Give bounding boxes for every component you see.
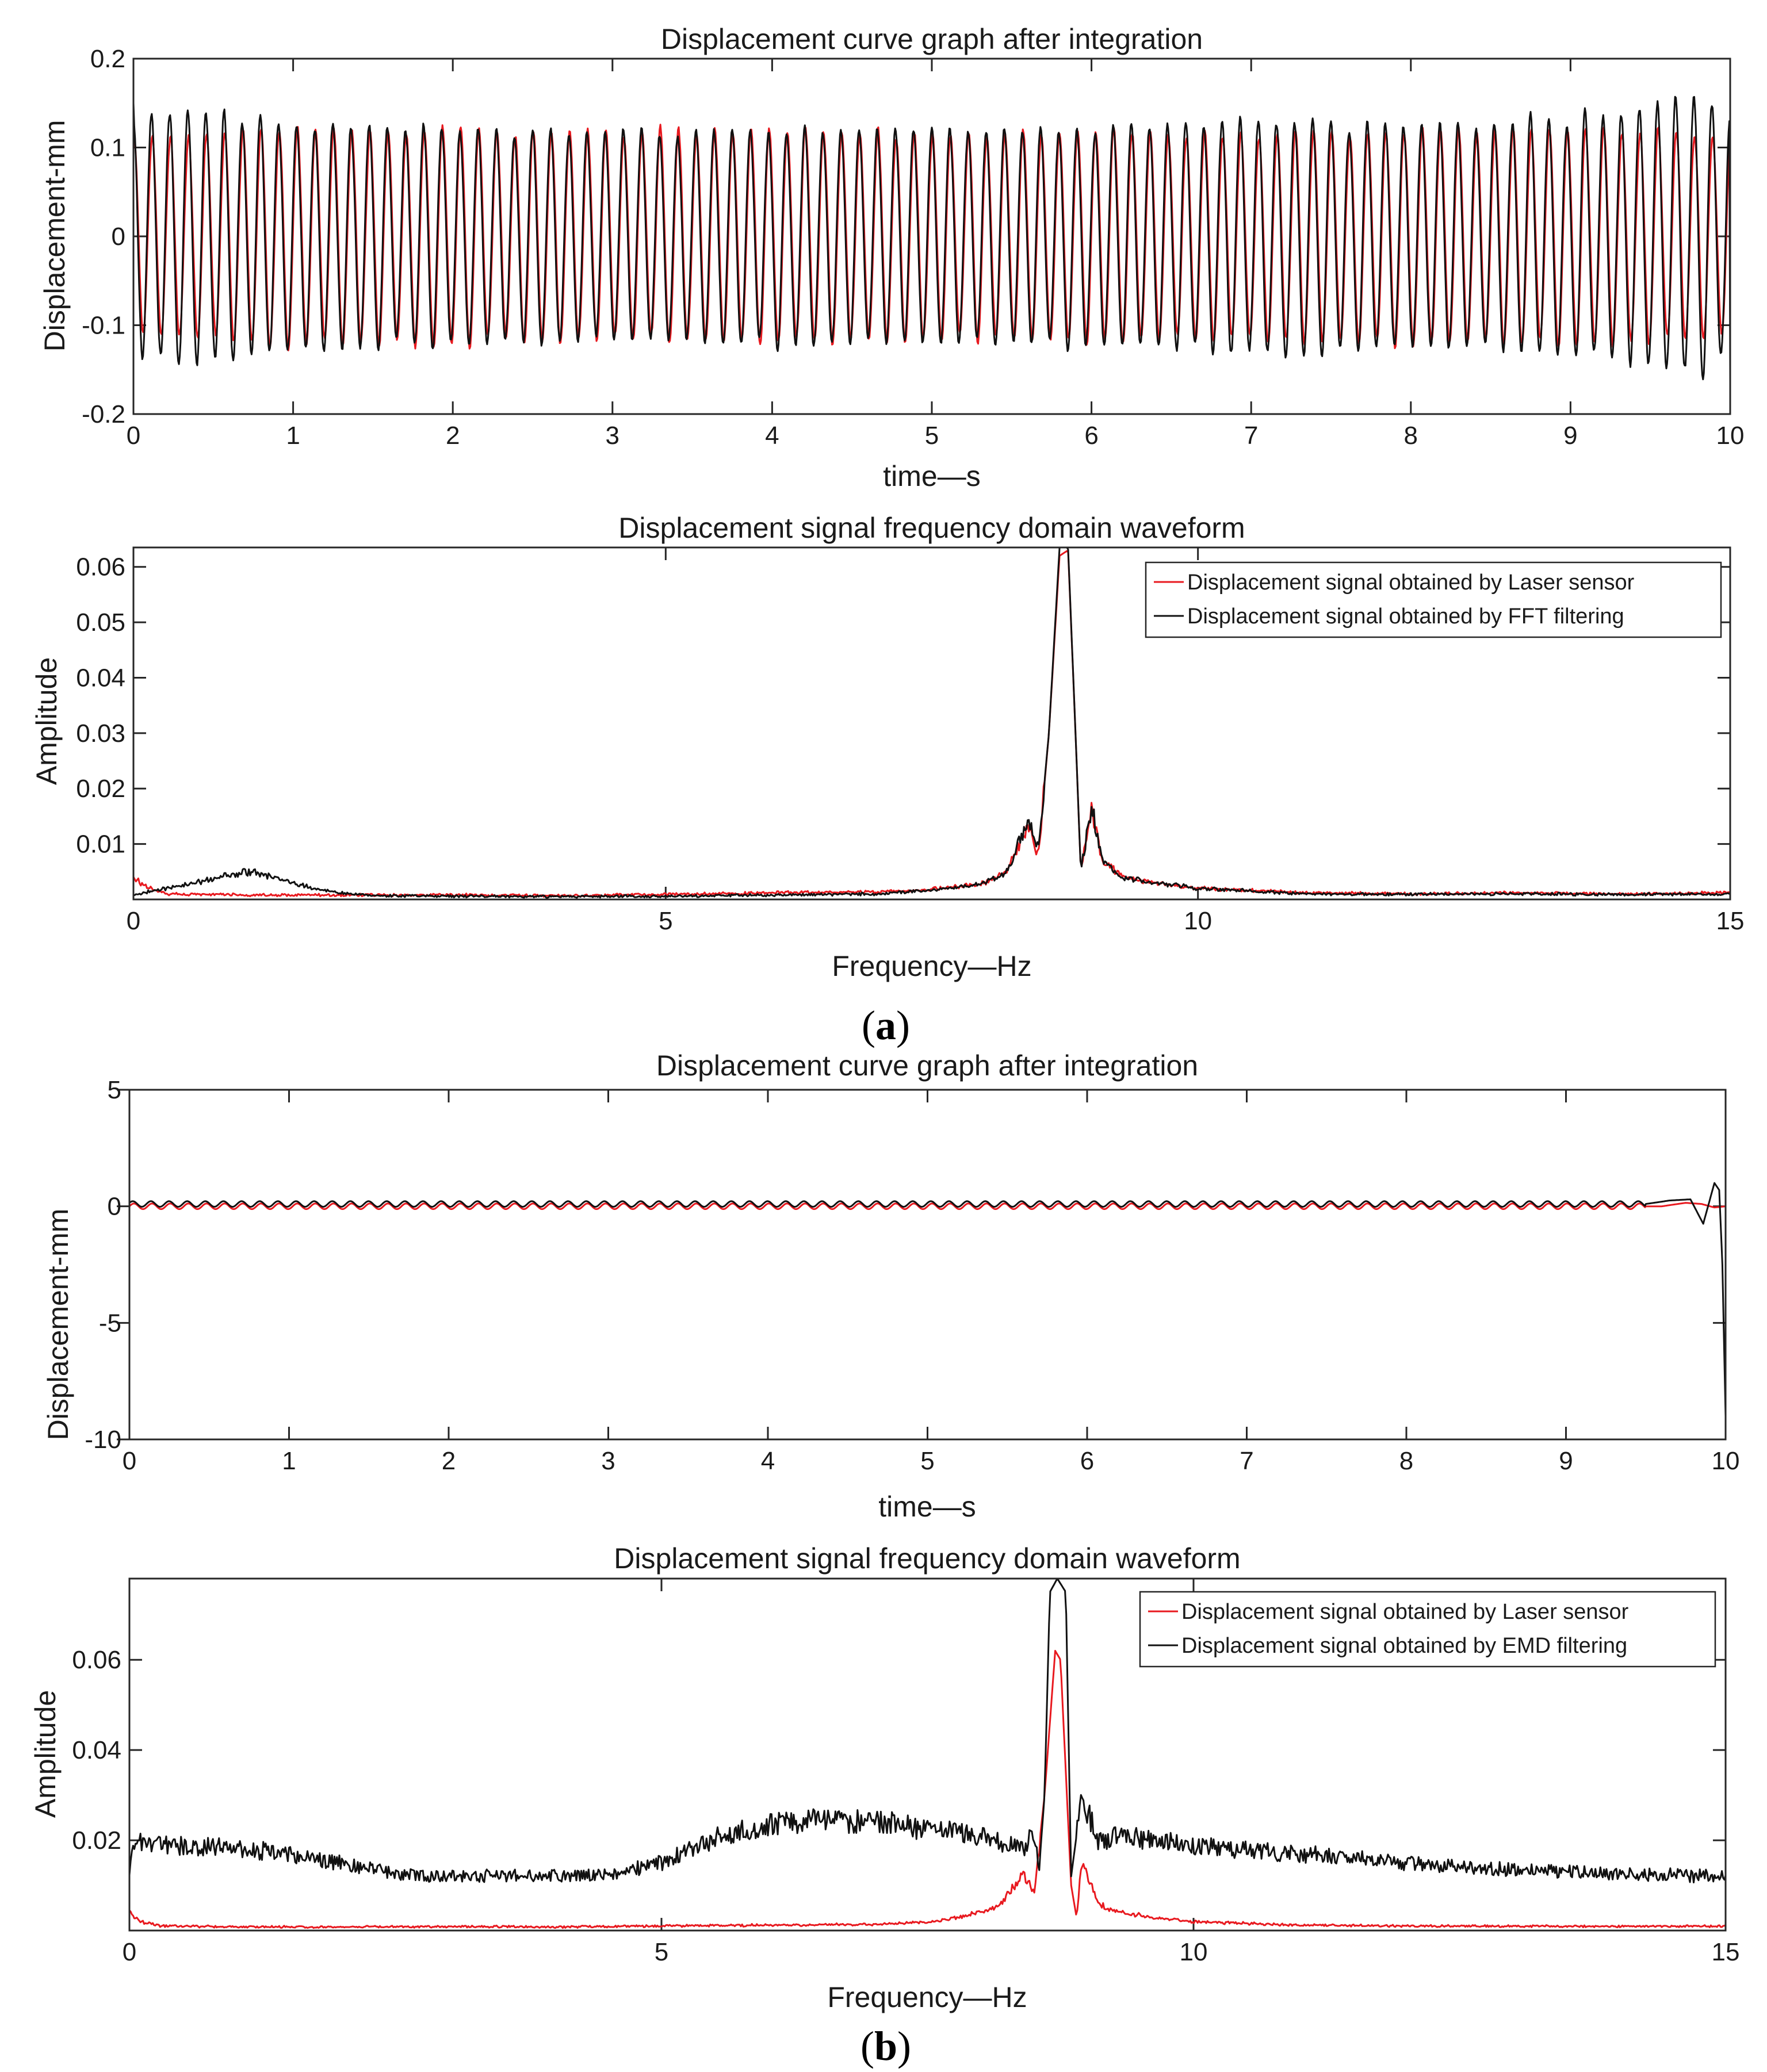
x-tick-label: 10 xyxy=(1716,422,1745,450)
legend-box xyxy=(1139,1591,1716,1668)
y-tick-label: 5 xyxy=(108,1076,121,1104)
x-tick-label: 0 xyxy=(123,1447,136,1475)
caption-b: (b) xyxy=(860,2023,911,2069)
chart-b-frequency: Displacement signal frequency domain wav… xyxy=(29,1542,1739,2013)
axes-frame xyxy=(132,546,1731,901)
x-tick-label: 15 xyxy=(1716,907,1745,935)
legend: Displacement signal obtained by Laser se… xyxy=(1139,1591,1716,1668)
x-axis-label: Frequency—Hz xyxy=(832,950,1031,982)
y-tick-label: 0.02 xyxy=(76,775,125,803)
chart-a-time: Displacement curve graph after integrati… xyxy=(39,23,1744,492)
legend-label-filtered: Displacement signal obtained by FFT filt… xyxy=(1187,604,1624,629)
series-line-black xyxy=(129,1579,1726,1883)
x-tick-label: 7 xyxy=(1244,422,1258,450)
x-tick-label: 6 xyxy=(1084,422,1098,450)
x-axis-label: time—s xyxy=(883,460,980,492)
x-tick-label: 10 xyxy=(1180,1938,1208,1966)
y-tick-label: 0 xyxy=(108,1193,121,1221)
series-group xyxy=(133,547,1730,899)
y-tick-label: 0.04 xyxy=(72,1736,121,1764)
chart-title: Displacement signal frequency domain wav… xyxy=(614,1542,1240,1575)
x-tick-label: 15 xyxy=(1712,1938,1740,1966)
x-tick-label: 3 xyxy=(601,1447,615,1475)
series-group xyxy=(133,95,1730,383)
chart-title: Displacement signal frequency domain wav… xyxy=(618,512,1245,544)
chart-a-frequency: Displacement signal frequency domain wav… xyxy=(30,512,1744,982)
legend-label-laser: Displacement signal obtained by Laser se… xyxy=(1187,570,1635,595)
x-tick-label: 0 xyxy=(123,1938,136,1966)
plot-area: 0 1 2 3 4 5 6 7 8 9 10 -0.2 -0.1 0 0.1 0.2 xyxy=(82,45,1744,450)
series-line-black xyxy=(129,1182,1726,1416)
caption-a-letter: a xyxy=(875,1002,896,1048)
y-tick-label: 0.03 xyxy=(76,719,125,748)
series-line-black xyxy=(133,547,1730,899)
legend-label-filtered: Displacement signal obtained by EMD filt… xyxy=(1181,1634,1627,1658)
x-axis-label: Frequency—Hz xyxy=(827,1981,1027,2013)
axes-frame xyxy=(128,1089,1727,1441)
y-tick-label: -5 xyxy=(99,1309,121,1337)
caption-b-letter: b xyxy=(874,2023,897,2069)
legend: Displacement signal obtained by Laser se… xyxy=(1145,561,1722,638)
x-tick-label: 1 xyxy=(286,422,300,450)
x-tick-label: 7 xyxy=(1240,1447,1253,1475)
y-tick-label: -0.2 xyxy=(82,400,125,428)
y-tick-label: 0.06 xyxy=(72,1646,121,1674)
y-tick-label: 0.1 xyxy=(90,134,125,162)
x-tick-label: 3 xyxy=(606,422,619,450)
x-tick-label: 1 xyxy=(282,1447,296,1475)
y-tick-label: 0.02 xyxy=(72,1826,121,1855)
caption-a: (a) xyxy=(862,1002,910,1048)
x-tick-label: 4 xyxy=(765,422,779,450)
x-tick-label: 2 xyxy=(446,422,460,450)
y-tick-label: 0.2 xyxy=(90,45,125,73)
legend-label-laser: Displacement signal obtained by Laser se… xyxy=(1181,1600,1629,1624)
y-tick-label: 0.04 xyxy=(76,664,125,692)
x-tick-label: 9 xyxy=(1559,1447,1573,1475)
chart-b-time: Displacement curve graph after integrati… xyxy=(42,1050,1739,1523)
x-tick-label: 8 xyxy=(1404,422,1418,450)
series-line-black xyxy=(133,95,1730,383)
x-tick-label: 6 xyxy=(1080,1447,1094,1475)
x-tick-label: 0 xyxy=(127,907,140,935)
x-tick-label: 5 xyxy=(920,1447,934,1475)
y-tick-label: 0.05 xyxy=(76,608,125,637)
x-tick-label: 8 xyxy=(1399,1447,1413,1475)
y-tick-label: 0.06 xyxy=(76,553,125,581)
axes-frame xyxy=(128,1577,1727,1932)
chart-title: Displacement curve graph after integrati… xyxy=(661,23,1203,55)
y-axis-label: Amplitude xyxy=(30,657,63,785)
y-axis-label: Amplitude xyxy=(29,1690,62,1818)
series-group xyxy=(129,1579,1726,1929)
x-tick-label: 10 xyxy=(1712,1447,1740,1475)
axes-frame xyxy=(132,58,1731,415)
y-tick-label: -10 xyxy=(85,1426,121,1454)
x-tick-label: 5 xyxy=(659,907,672,935)
x-tick-label: 5 xyxy=(925,422,939,450)
y-tick-label: 0 xyxy=(112,223,125,251)
chart-title: Displacement curve graph after integrati… xyxy=(656,1050,1198,1082)
legend-box xyxy=(1145,561,1722,638)
x-tick-label: 4 xyxy=(761,1447,775,1475)
x-tick-label: 5 xyxy=(655,1938,668,1966)
plot-area: 0 5 10 15 0.02 0.04 0.06 xyxy=(72,1577,1740,1966)
x-tick-label: 9 xyxy=(1563,422,1577,450)
series-line-red xyxy=(129,1202,1726,1210)
y-axis-label: Displacement-mm xyxy=(39,120,71,352)
series-group xyxy=(129,1182,1726,1416)
plot-area: 0 5 10 15 0.01 0.02 0.03 0.04 0.05 0.06 xyxy=(76,546,1745,935)
x-tick-label: 2 xyxy=(442,1447,456,1475)
y-axis-label: Displacement-mm xyxy=(42,1209,74,1441)
y-tick-label: -0.1 xyxy=(82,312,125,340)
y-tick-label: 0.01 xyxy=(76,830,125,859)
x-axis-label: time—s xyxy=(878,1491,976,1523)
x-tick-label: 10 xyxy=(1184,907,1212,935)
series-line-red xyxy=(129,1650,1726,1929)
x-tick-label: 0 xyxy=(127,422,140,450)
plot-area: 0 1 2 3 4 5 6 7 8 9 10 -10 -5 0 5 xyxy=(85,1076,1739,1475)
